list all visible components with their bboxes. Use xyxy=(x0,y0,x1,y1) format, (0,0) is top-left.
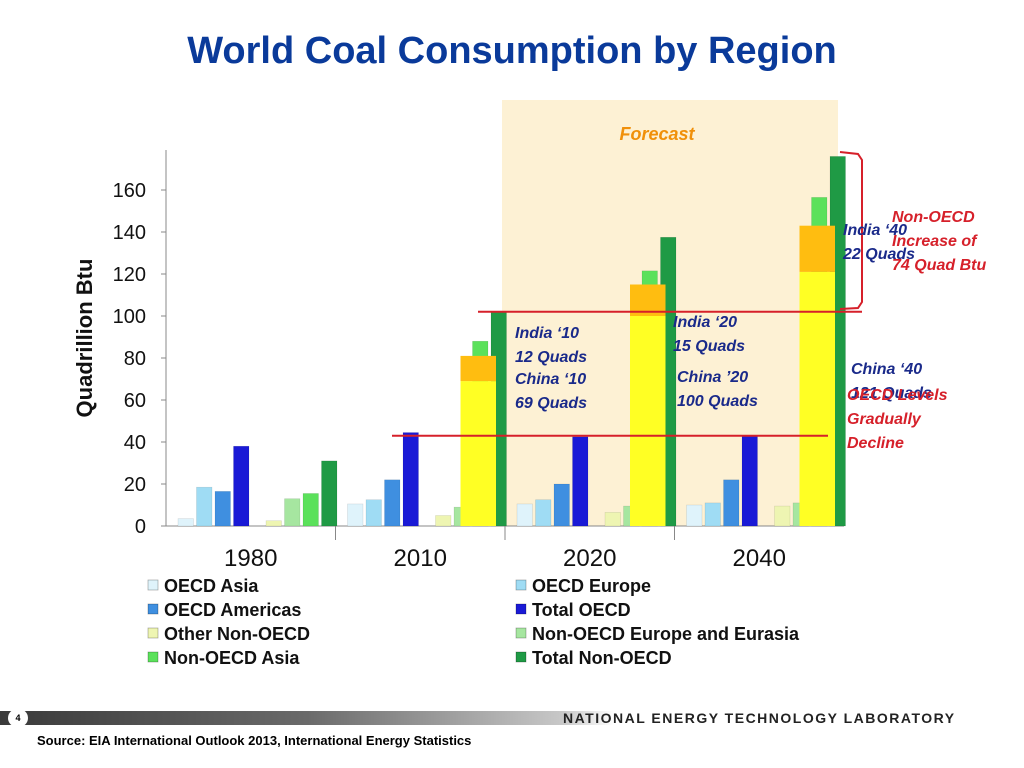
bar-total-oecd-2040 xyxy=(741,435,758,527)
legend-label: Other Non-OECD xyxy=(164,624,310,644)
annotation-line: 15 Quads xyxy=(673,338,745,355)
legend-swatch xyxy=(147,651,159,663)
bar-other-non-oecd-2020 xyxy=(604,512,621,527)
china-segment-2020 xyxy=(630,316,666,526)
y-axis-title: Quadrillion Btu xyxy=(72,259,97,418)
footer-bar xyxy=(0,711,1024,725)
annotation-line: China ’20 xyxy=(677,369,748,386)
annotation-line: 100 Quads xyxy=(677,393,758,410)
source-note: Source: EIA International Outlook 2013, … xyxy=(37,733,472,748)
bar-oecd-asia-1980 xyxy=(177,518,194,527)
annotation-line: 121 Quads xyxy=(851,385,932,402)
annotation-line: 74 Quad Btu xyxy=(892,257,986,274)
bar-oecd-europe-2010 xyxy=(365,499,382,527)
china-segment-2040 xyxy=(799,271,835,526)
bar-total-oecd-1980 xyxy=(233,445,250,527)
bar-other-non-oecd-1980 xyxy=(265,520,282,527)
annotation-line: Non-OECD xyxy=(892,209,975,226)
bar-oecd-americas-2010 xyxy=(384,479,401,527)
legend-swatch xyxy=(147,627,159,639)
india-segment-2010 xyxy=(460,355,496,382)
x-category-label: 2010 xyxy=(394,545,447,572)
india-segment-2020 xyxy=(630,284,666,316)
annotation-line: 12 Quads xyxy=(515,349,587,366)
x-category-label: 2020 xyxy=(563,545,616,572)
annotation-line: Gradually xyxy=(847,411,922,428)
y-tick-label: 40 xyxy=(124,432,146,454)
legend-swatch xyxy=(515,603,527,615)
bar-oecd-asia-2010 xyxy=(347,503,364,527)
bar-total-non-oecd-1980 xyxy=(321,460,338,527)
legend-label: Non-OECD Asia xyxy=(164,648,300,668)
bar-non-oecd-europe-and-eurasia-1980 xyxy=(284,498,301,527)
legend-label: OECD Europe xyxy=(532,576,651,596)
increase-bracket xyxy=(839,151,863,310)
y-tick-label: 120 xyxy=(113,264,146,286)
legend-swatch xyxy=(515,651,527,663)
legend-label: OECD Americas xyxy=(164,600,301,620)
y-tick-label: 20 xyxy=(124,474,146,496)
bar-oecd-europe-2040 xyxy=(704,502,721,527)
india-segment-2040 xyxy=(799,225,835,272)
annotation-line: India ‘20 xyxy=(673,314,737,331)
y-tick-label: 60 xyxy=(124,390,146,412)
annotation-line: China ‘40 xyxy=(851,361,922,378)
bar-oecd-asia-2040 xyxy=(686,504,703,527)
bar-oecd-americas-2020 xyxy=(553,483,570,527)
y-tick-label: 0 xyxy=(135,516,146,538)
annotation-line: OECD Levels xyxy=(847,387,948,404)
coal-consumption-chart: Forecast020406080100120140160Quadrillion… xyxy=(72,100,986,668)
legend-label: Non-OECD Europe and Eurasia xyxy=(532,624,800,644)
bar-non-oecd-asia-1980 xyxy=(302,493,319,527)
annotation-line: Increase of xyxy=(892,233,978,250)
annotation-line: India ‘40 xyxy=(843,222,907,239)
legend-swatch xyxy=(515,627,527,639)
bar-oecd-americas-1980 xyxy=(214,491,231,527)
annotation-line: 22 Quads xyxy=(842,246,915,263)
legend-label: OECD Asia xyxy=(164,576,259,596)
bar-oecd-europe-1980 xyxy=(196,486,213,527)
y-tick-label: 140 xyxy=(113,222,146,244)
y-tick-label: 160 xyxy=(113,180,146,202)
annotation-line: Decline xyxy=(847,435,904,452)
bar-total-oecd-2010 xyxy=(402,432,419,527)
y-tick-label: 100 xyxy=(113,306,146,328)
organization-name: NATIONAL ENERGY TECHNOLOGY LABORATORY xyxy=(563,710,956,726)
chart-title: World Coal Consumption by Region xyxy=(187,30,837,72)
legend-swatch xyxy=(147,603,159,615)
forecast-label: Forecast xyxy=(619,124,695,144)
x-category-label: 2040 xyxy=(733,545,786,572)
annotation-line: India ‘10 xyxy=(515,325,579,342)
bar-total-oecd-2020 xyxy=(572,436,589,527)
bar-other-non-oecd-2010 xyxy=(435,515,452,527)
china-segment-2010 xyxy=(460,381,496,526)
legend-swatch xyxy=(147,579,159,591)
bar-oecd-europe-2020 xyxy=(535,499,552,527)
x-category-label: 1980 xyxy=(224,545,277,572)
annotation-line: 69 Quads xyxy=(515,395,587,412)
annotation-line: China ‘10 xyxy=(515,371,586,388)
bar-oecd-asia-2020 xyxy=(516,503,533,527)
legend-label: Total OECD xyxy=(532,600,631,620)
bar-other-non-oecd-2040 xyxy=(774,505,791,527)
slide-number: 4 xyxy=(8,709,28,727)
bar-oecd-americas-2040 xyxy=(723,479,740,527)
legend-swatch xyxy=(515,579,527,591)
y-tick-label: 80 xyxy=(124,348,146,370)
legend-label: Total Non-OECD xyxy=(532,648,672,668)
